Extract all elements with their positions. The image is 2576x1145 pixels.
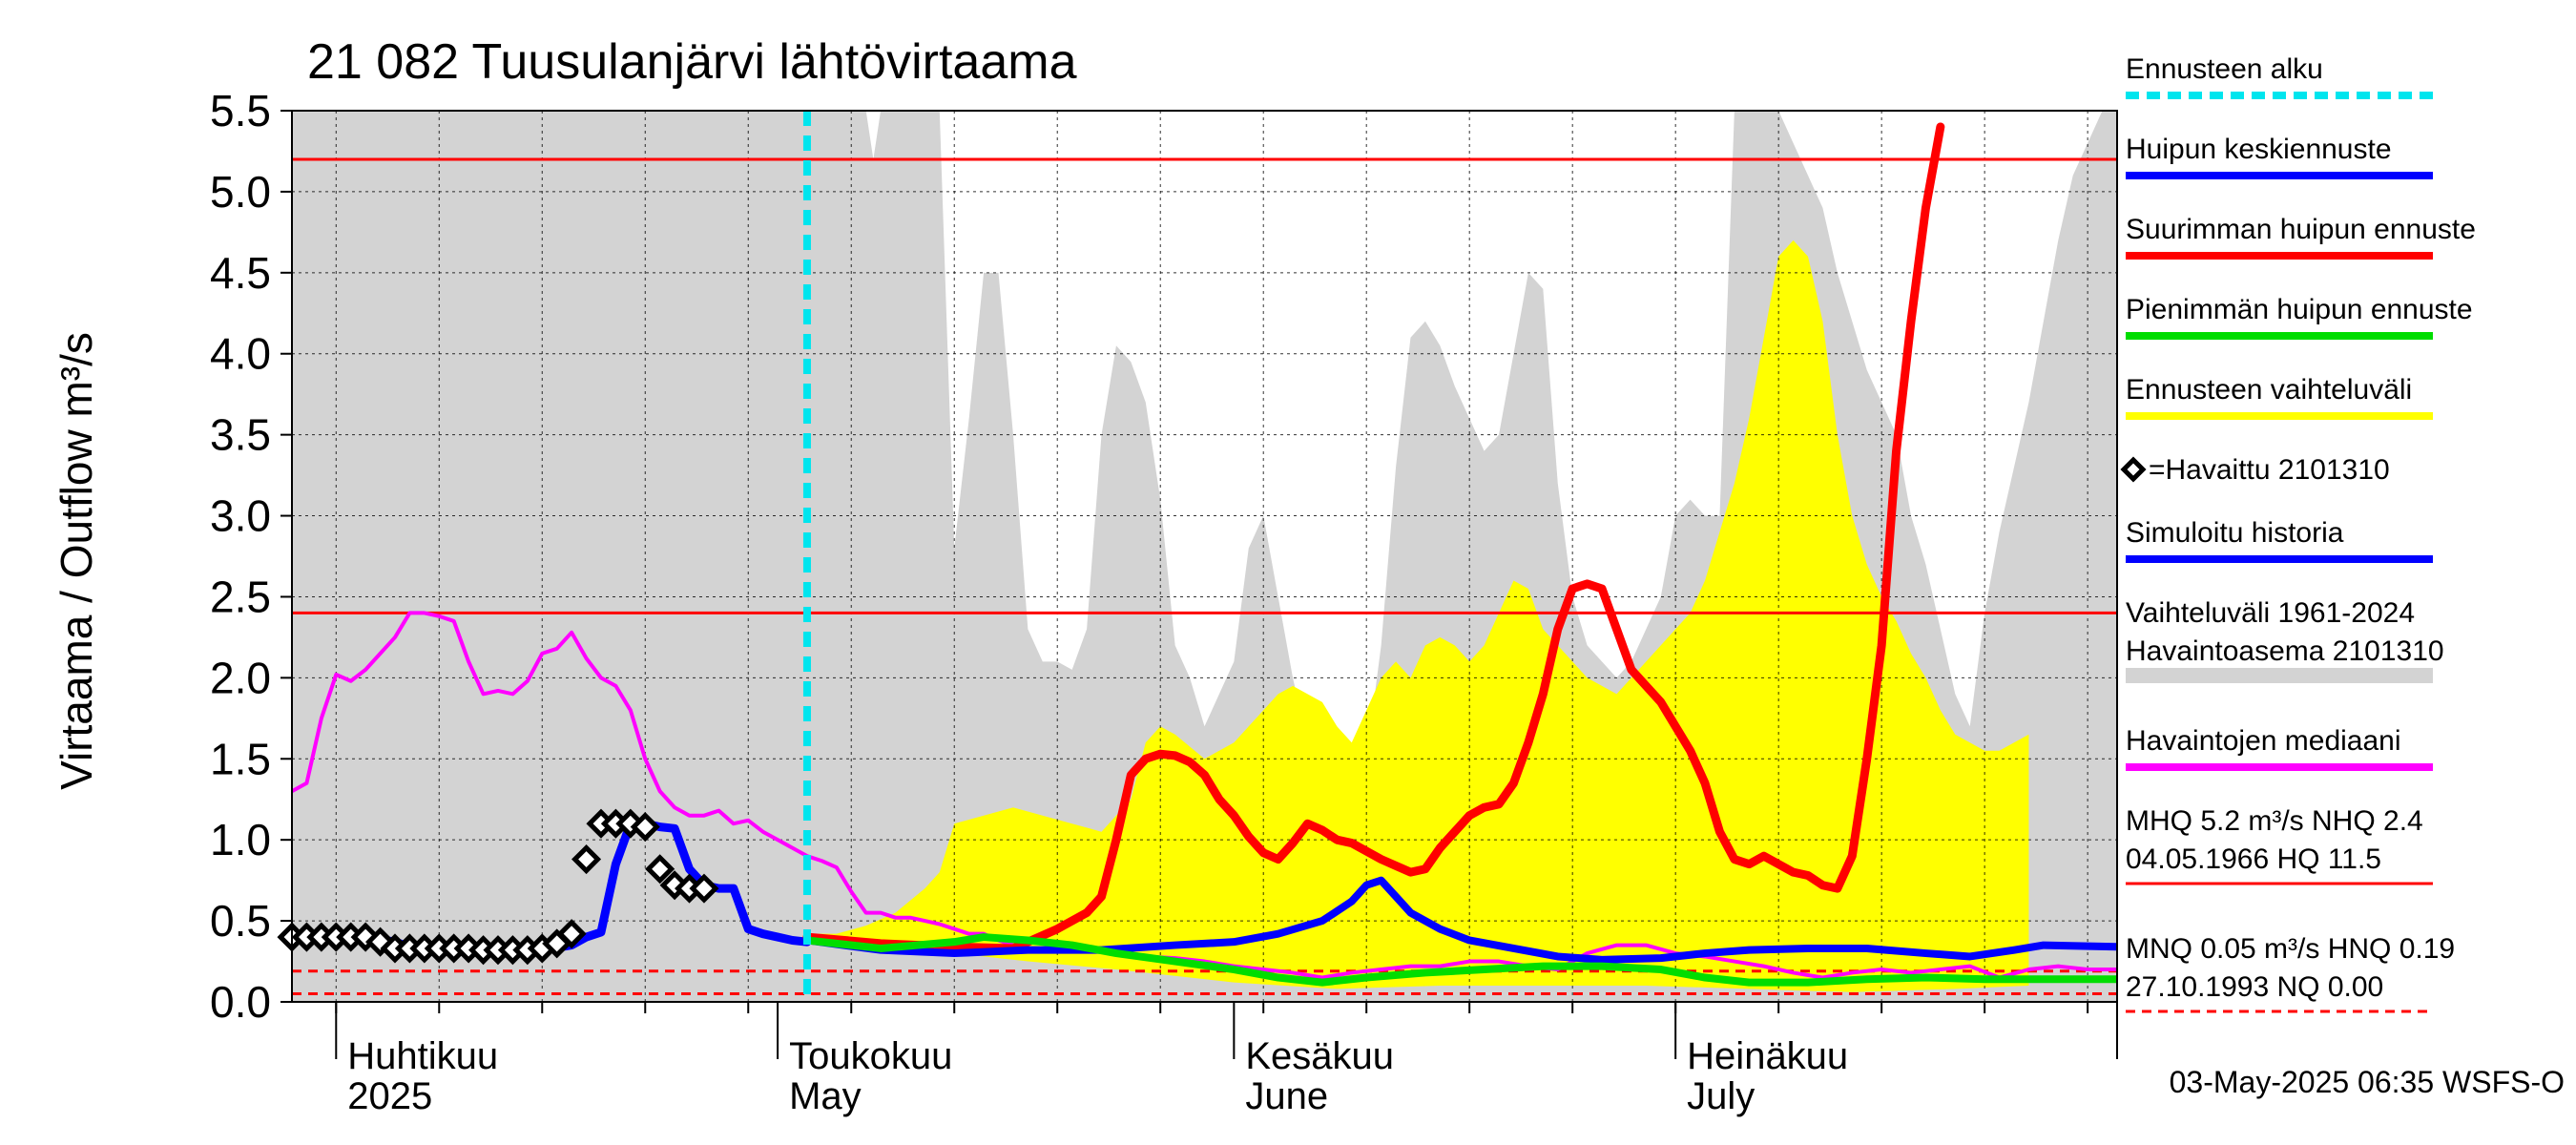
observed-marker <box>556 919 587 949</box>
month-label-en: June <box>1245 1075 1328 1117</box>
month-label-fi: Heinäkuu <box>1687 1035 1848 1077</box>
y-tick-label: 2.5 <box>210 572 271 621</box>
month-label-fi: Kesäkuu <box>1245 1035 1394 1077</box>
y-tick-label: 4.5 <box>210 248 271 298</box>
legend-label: =Havaittu 2101310 <box>2149 454 2390 486</box>
legend-label: Pienimmän huipun ennuste <box>2126 294 2473 325</box>
series-line-4 <box>802 933 2117 987</box>
legend-label: Ennusteen vaihteluväli <box>2126 374 2412 406</box>
legend-swatch <box>2126 668 2433 683</box>
legend-label: Suurimman huipun ennuste <box>2126 214 2476 245</box>
legend-label: MHQ 5.2 m³/s NHQ 2.4 <box>2126 805 2423 837</box>
legend-label: MNQ 0.05 m³/s HNQ 0.19 <box>2126 933 2455 965</box>
y-tick-label: 3.0 <box>210 491 271 541</box>
legend-label-line2: 04.05.1966 HQ 11.5 <box>2126 843 2381 875</box>
month-label-en: July <box>1687 1075 1755 1117</box>
series-line-3 <box>802 876 2117 964</box>
month-label-fi: Huhtikuu <box>347 1035 498 1077</box>
y-tick-label: 0.5 <box>210 896 271 946</box>
legend-label: Havaintojen mediaani <box>2126 725 2401 757</box>
y-axis-label: Virtaama / Outflow m³/s <box>52 332 101 790</box>
y-tick-label: 5.0 <box>210 167 271 217</box>
series-line-2 <box>802 122 1945 953</box>
month-label-en: 2025 <box>347 1075 432 1117</box>
observed-marker <box>645 854 675 885</box>
legend-label: Huipun keskiennuste <box>2126 134 2392 165</box>
y-tick-label: 5.5 <box>210 86 271 135</box>
y-tick-label: 1.0 <box>210 815 271 864</box>
y-tick-label: 3.5 <box>210 410 271 460</box>
y-tick-label: 0.0 <box>210 977 271 1027</box>
y-tick-label: 2.0 <box>210 653 271 702</box>
y-tick-label: 1.5 <box>210 734 271 783</box>
legend-label: Vaihteluväli 1961-2024 <box>2126 597 2415 629</box>
observed-marker <box>630 812 660 843</box>
legend-label: Simuloitu historia <box>2126 517 2344 549</box>
month-label-en: May <box>789 1075 862 1117</box>
grid-layer <box>292 111 2117 1002</box>
y-tick-label: 4.0 <box>210 329 271 379</box>
footer-timestamp: 03-May-2025 06:35 WSFS-O <box>2170 1065 2565 1099</box>
legend-label-line2: Havaintoasema 2101310 <box>2126 635 2444 667</box>
plot-frame <box>291 110 2118 1003</box>
legend-swatch <box>2120 456 2147 483</box>
observed-marker <box>689 873 719 904</box>
reference-lines-layer <box>292 157 2117 996</box>
legend-label: Ennusteen alku <box>2126 53 2323 85</box>
legend-label-line2: 27.10.1993 NQ 0.00 <box>2126 971 2383 1003</box>
y-axis: 0.0 0.5 1.0 1.5 2.0 2.5 3.0 3.5 4.0 4.5 5.0 5.5 <box>210 86 292 1027</box>
observed-markers-layer <box>277 808 719 966</box>
legend: Ennusteen alku Huipun keskiennuste Suurimm… <box>2120 53 2476 1013</box>
band-1 <box>806 239 2029 992</box>
month-label-fi: Toukokuu <box>789 1035 952 1077</box>
chart-title: 21 082 Tuusulanjärvi lähtövirtaama <box>307 34 1077 90</box>
observed-marker <box>571 844 602 875</box>
